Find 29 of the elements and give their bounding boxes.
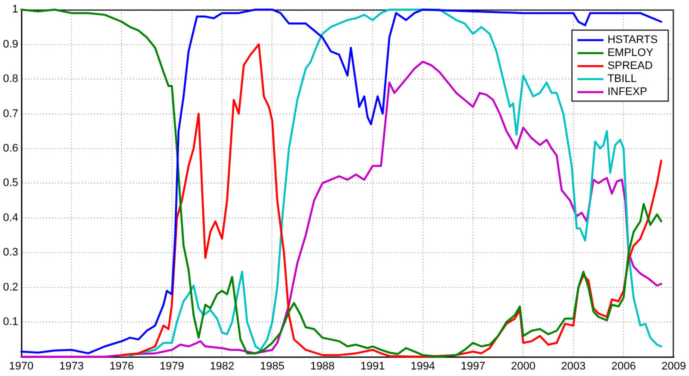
x-tick-label: 1976 xyxy=(109,360,134,372)
y-tick-label: 0.5 xyxy=(2,177,18,190)
y-tick-label: 0.1 xyxy=(2,316,18,328)
x-tick-label: 1994 xyxy=(410,360,436,372)
y-tick-label: 0.9 xyxy=(2,38,18,50)
x-tick-label: 1970 xyxy=(9,360,34,372)
x-tick-label: 1997 xyxy=(460,360,486,372)
x-tick-label: 1973 xyxy=(59,360,84,372)
y-tick-label: 1 xyxy=(12,4,18,16)
legend-label: INFEXP xyxy=(607,86,648,98)
y-tick-label: 0.4 xyxy=(2,212,18,224)
x-tick-label: 2003 xyxy=(561,360,586,372)
legend-label: EMPLOY xyxy=(607,47,654,60)
x-tick-label: 1979 xyxy=(160,360,184,372)
y-tick-label: 0.3 xyxy=(2,246,18,259)
legend-label: TBILL xyxy=(607,73,637,86)
x-tick-label: 1985 xyxy=(260,360,284,372)
x-tick-label: 1991 xyxy=(360,360,385,372)
y-tick-label: 0.2 xyxy=(2,281,18,294)
legend-label: HSTARTS xyxy=(607,34,658,46)
x-tick-label: 2006 xyxy=(611,360,636,372)
y-tick-label: 0.8 xyxy=(2,73,18,86)
x-tick-label: 2009 xyxy=(662,360,686,372)
y-tick-label: 0.6 xyxy=(2,142,18,155)
x-tick-label: 1988 xyxy=(310,360,335,372)
y-tick-label: 0.7 xyxy=(2,108,18,120)
legend-label: SPREAD xyxy=(607,60,653,72)
x-tick-label: 2000 xyxy=(510,360,536,372)
x-tick-label: 1982 xyxy=(210,360,234,372)
